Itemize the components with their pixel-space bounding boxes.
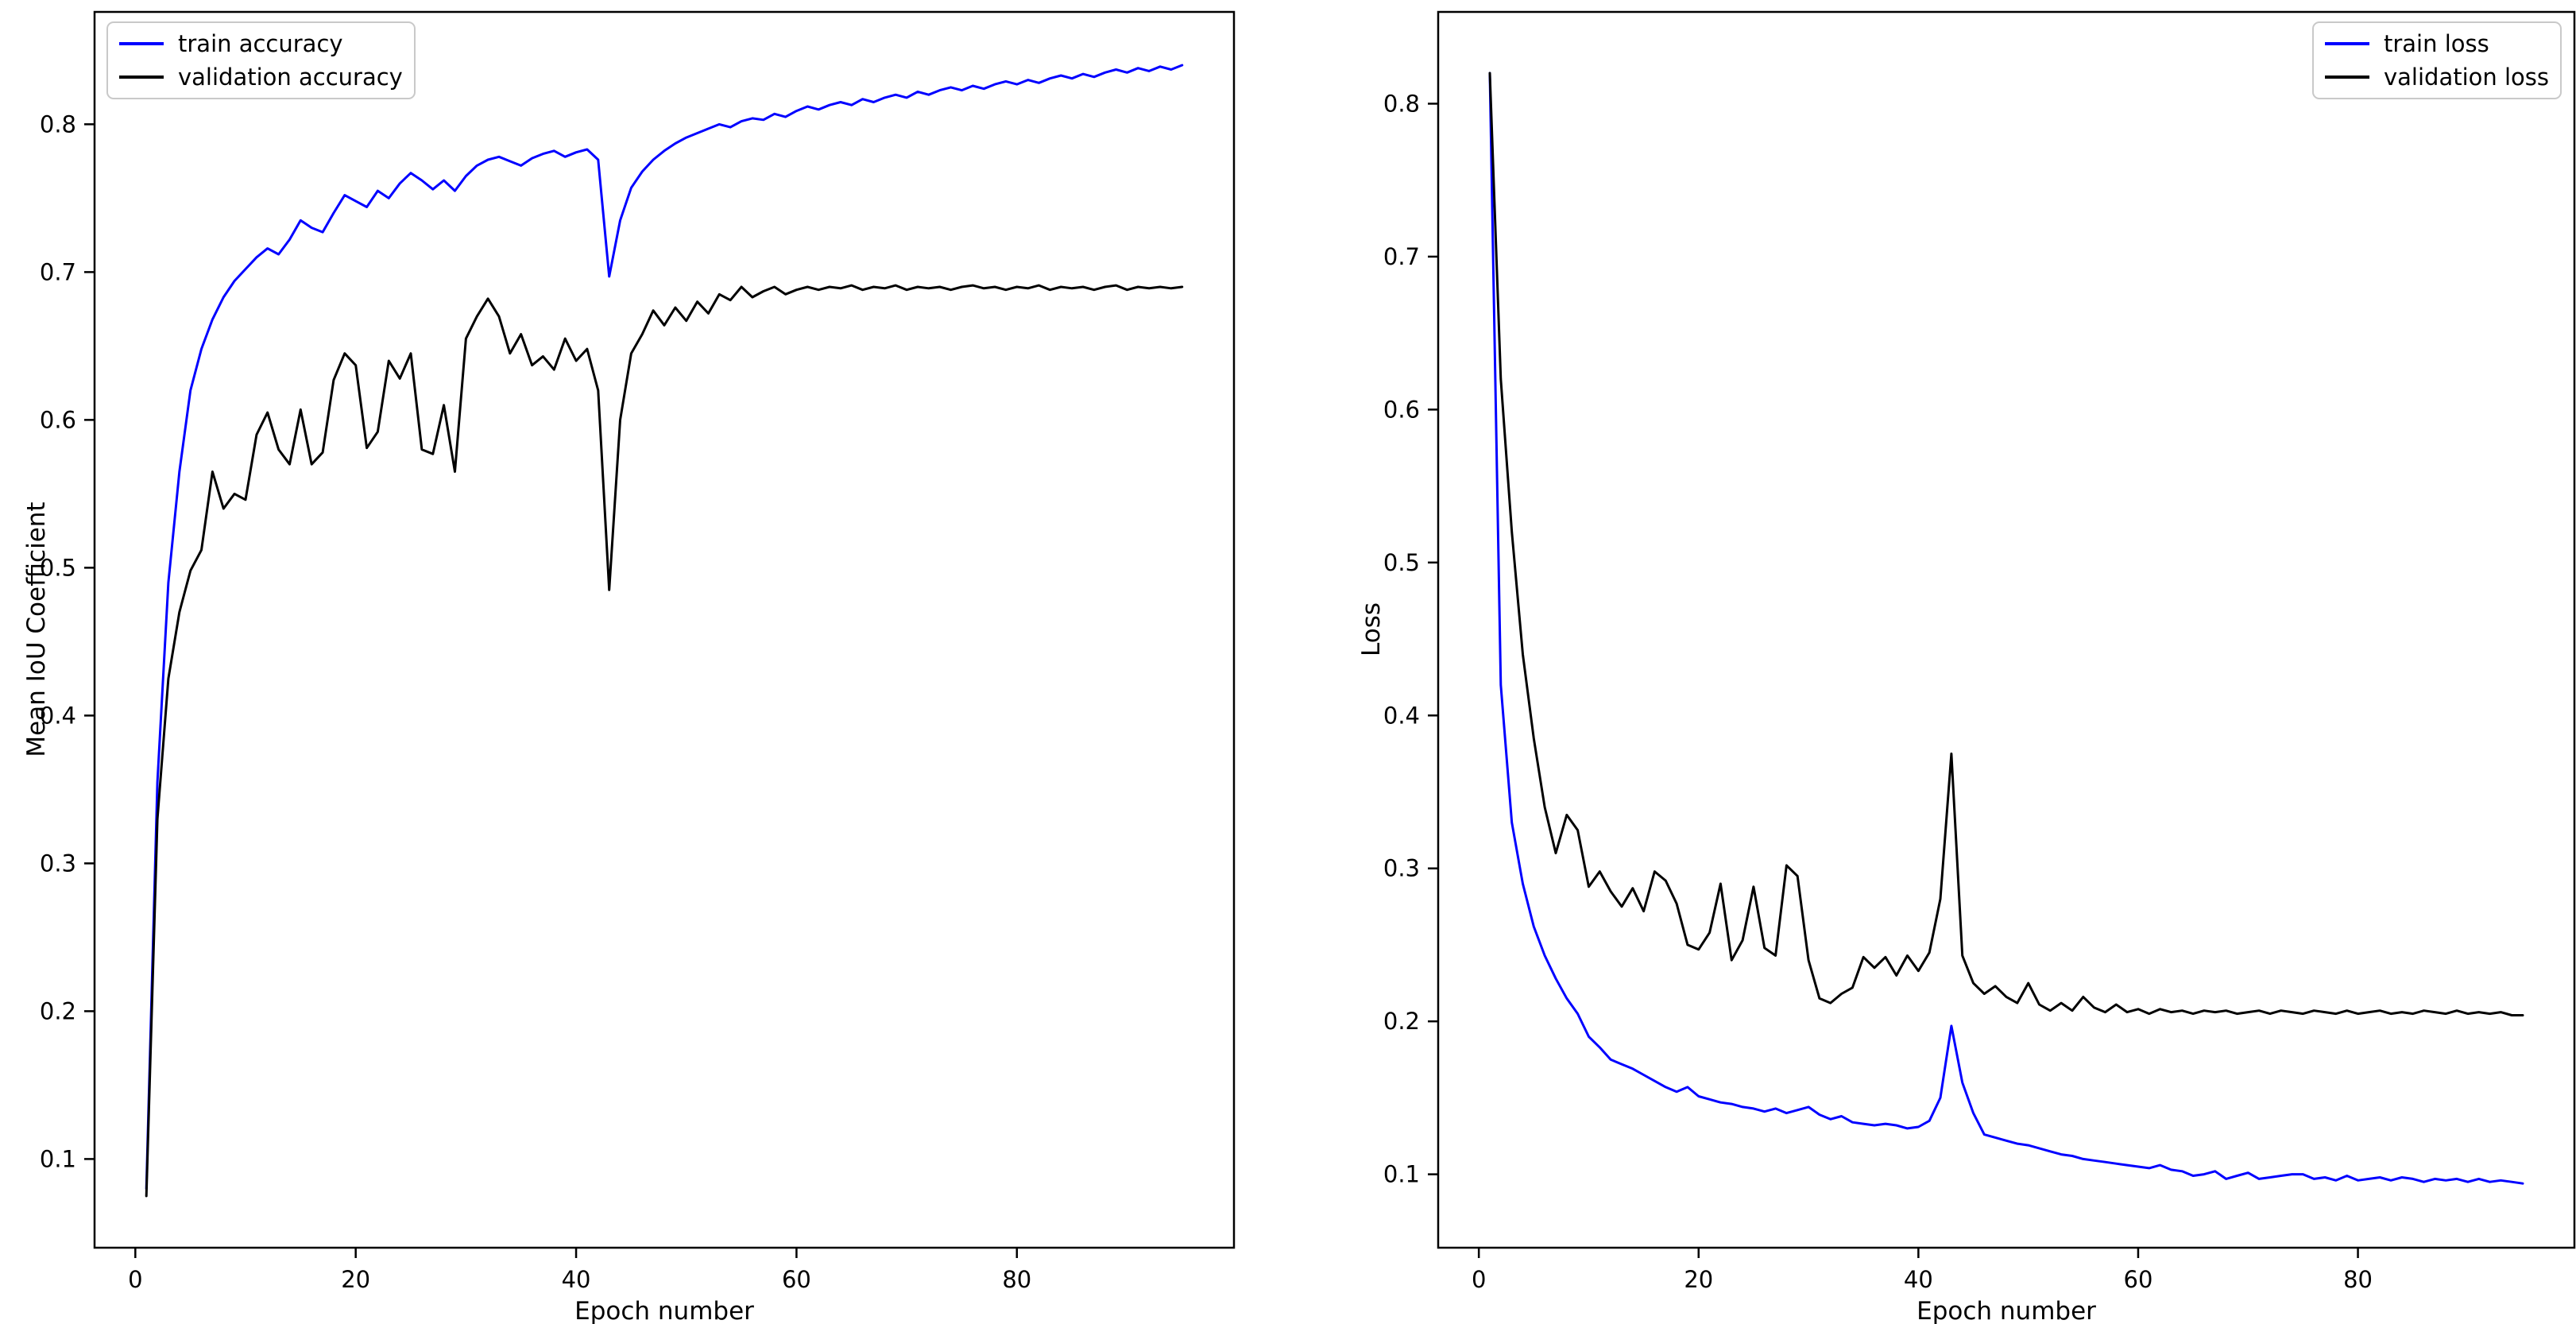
accuracy-x-tick-label: 40 [562,1266,591,1293]
legend-item-validation-loss: validation loss [2324,64,2549,91]
train-accuracy-line-swatch [119,42,164,45]
accuracy-y-tick-label: 0.6 [40,406,76,433]
loss-ylabel: Loss [1357,602,1386,656]
train-accuracy-line [145,64,1184,1190]
accuracy-x-tick-label: 20 [341,1266,370,1293]
train-loss-line [1488,72,2524,1185]
legend-label: train accuracy [178,30,343,57]
validation-accuracy-line [145,284,1184,1198]
accuracy-x-tick-label: 60 [782,1266,811,1293]
legend-item-train-accuracy: train accuracy [119,30,403,57]
loss-x-tick-label: 80 [2343,1266,2373,1293]
loss-y-tick-label: 0.1 [1383,1161,1420,1188]
accuracy-chart: 0 20 40 60 80 0.1 0.2 0.3 0.4 0.5 0.6 0.7 0.8 [40,10,1236,1293]
accuracy-ylabel: Mean IoU Coefficient [22,501,51,757]
loss-y-tick-label: 0.8 [1383,90,1420,117]
legend-label: train loss [2383,30,2489,57]
validation-loss-line-swatch [2324,75,2369,79]
accuracy-y-tick-label: 0.8 [40,110,76,137]
accuracy-x-tick-label: 80 [1002,1266,1031,1293]
loss-y-tick-label: 0.7 [1383,243,1420,270]
loss-y-tick-label: 0.6 [1383,396,1420,423]
legend-item-train-loss: train loss [2324,30,2549,57]
loss-y-tick-label: 0.3 [1383,855,1420,882]
accuracy-y-tick-label: 0.5 [40,554,76,581]
loss-legend: train loss validation loss [2311,21,2562,99]
loss-chart: 0 20 40 60 80 0.1 0.2 0.3 0.4 0.5 0.6 0.7 0.8 [1383,10,2576,1293]
legend-item-validation-accuracy: validation accuracy [119,64,403,91]
loss-x-tick-label: 20 [1684,1266,1713,1293]
accuracy-x-tick-label: 0 [128,1266,142,1293]
validation-loss-line [1488,72,2524,1016]
loss-x-tick-label: 0 [1472,1266,1486,1293]
accuracy-y-tick-label: 0.4 [40,702,76,729]
accuracy-xlabel: Epoch number [574,1297,754,1324]
accuracy-legend: train accuracy validation accuracy [106,21,416,99]
legend-label: validation loss [2383,64,2549,91]
accuracy-y-tick-label: 0.2 [40,997,76,1024]
loss-axes-frame [1437,10,2576,1249]
loss-y-tick-label: 0.4 [1383,702,1420,729]
accuracy-axes-frame [93,10,1236,1249]
accuracy-y-tick-label: 0.7 [40,258,76,285]
accuracy-y-tick-label: 0.1 [40,1145,76,1172]
loss-x-tick-label: 60 [2124,1266,2153,1293]
loss-xlabel: Epoch number [1917,1297,2096,1324]
validation-accuracy-line-swatch [119,75,164,79]
train-loss-line-swatch [2324,42,2369,45]
loss-x-tick-label: 40 [1904,1266,1933,1293]
loss-y-tick-label: 0.2 [1383,1008,1420,1035]
loss-y-tick-label: 0.5 [1383,549,1420,576]
accuracy-y-tick-label: 0.3 [40,850,76,877]
legend-label: validation accuracy [178,64,403,91]
